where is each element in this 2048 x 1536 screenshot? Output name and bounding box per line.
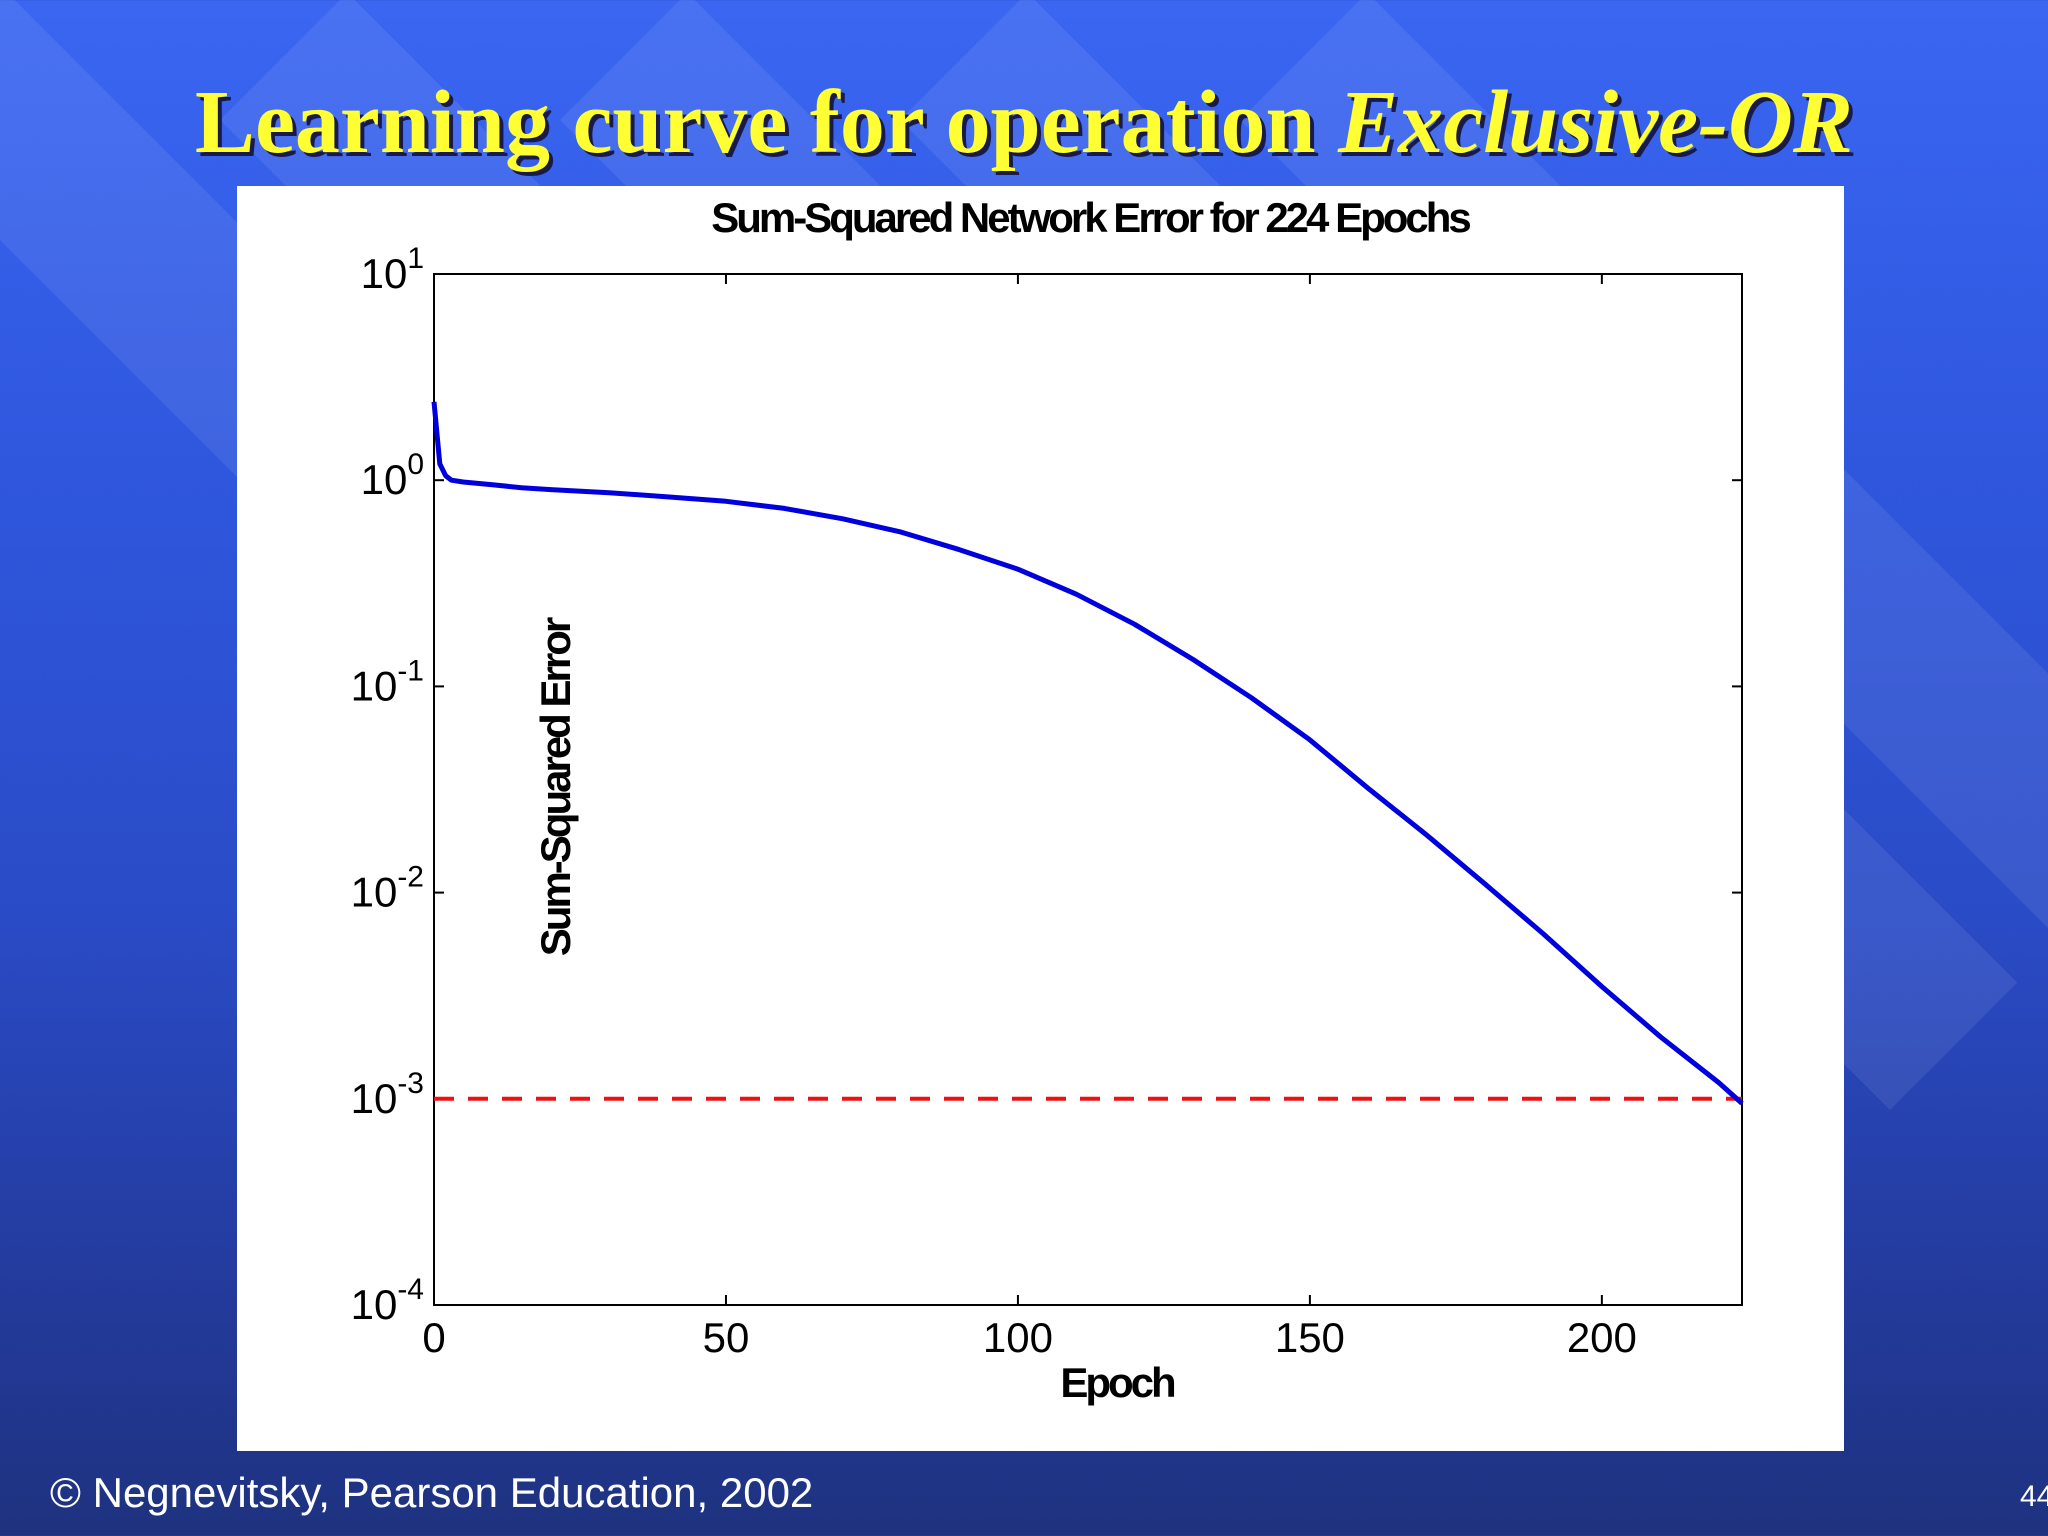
x-tick-label: 150 xyxy=(1275,1314,1345,1361)
y-tick-exponent: -1 xyxy=(397,654,424,687)
y-tick-exponent: -2 xyxy=(397,861,424,894)
y-tick-label: 10-4 xyxy=(351,1273,424,1328)
y-tick-exponent: 1 xyxy=(407,242,424,275)
chart-panel: Sum-Squared Network Error for 224 Epochs… xyxy=(237,186,1844,1451)
error-curve xyxy=(431,401,1744,1106)
y-tick-label: 10-1 xyxy=(351,654,424,709)
y-axis-label: Sum-Squared Error xyxy=(532,617,579,956)
y-tick-label: 101 xyxy=(361,242,424,297)
slide-title-italic: Exclusive-OR xyxy=(1338,73,1854,172)
y-tick-exponent: 0 xyxy=(407,448,424,481)
y-tick-exponent: -3 xyxy=(397,1067,424,1100)
plot-frame xyxy=(433,273,1743,1306)
chart-title: Sum-Squared Network Error for 224 Epochs xyxy=(711,194,1470,241)
y-tick-mantissa: 10 xyxy=(351,1075,398,1122)
y-tick-mantissa: 10 xyxy=(351,869,398,916)
y-tick-mantissa: 10 xyxy=(361,250,408,297)
x-tick-label: 100 xyxy=(983,1314,1053,1361)
series-layer xyxy=(431,401,1744,1106)
slide-title: Learning curve for operation Exclusive-O… xyxy=(0,78,2048,168)
y-tick-label: 10-2 xyxy=(351,861,424,916)
x-axis-label: Epoch xyxy=(1060,1359,1175,1406)
slide-title-main: Learning curve for operation xyxy=(194,73,1339,172)
x-tick-label: 200 xyxy=(1567,1314,1637,1361)
learning-curve-chart: Sum-Squared Network Error for 224 Epochs… xyxy=(351,194,1744,1406)
y-tick-label: 100 xyxy=(361,448,424,503)
copyright-footer: © Negnevitsky, Pearson Education, 2002 xyxy=(50,1469,814,1516)
y-tick-mantissa: 10 xyxy=(351,1281,398,1328)
page-number: 44 xyxy=(2020,1480,2048,1513)
x-tick-label: 50 xyxy=(703,1314,750,1361)
y-tick-exponent: -4 xyxy=(397,1273,424,1306)
x-tick-label: 0 xyxy=(422,1314,445,1361)
y-tick-mantissa: 10 xyxy=(351,662,398,709)
y-tick-mantissa: 10 xyxy=(361,456,408,503)
y-tick-label: 10-3 xyxy=(351,1067,424,1122)
